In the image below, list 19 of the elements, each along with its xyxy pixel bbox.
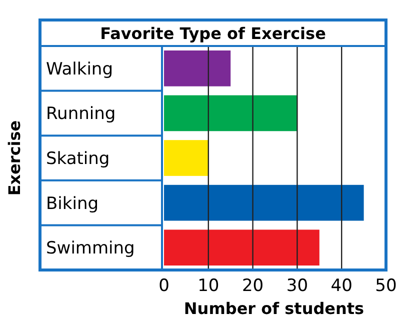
x-tick-label: 10 <box>198 276 220 296</box>
bar <box>164 50 231 86</box>
x-tick-label: 30 <box>286 276 308 296</box>
y-tick-label: Walking <box>46 59 113 80</box>
bar <box>164 140 208 176</box>
y-tick-label: Skating <box>46 149 110 169</box>
bar <box>164 95 298 132</box>
x-tick-label: 50 <box>375 276 397 296</box>
y-axis-title: Exercise <box>5 120 24 196</box>
y-tick-label: Swimming <box>46 238 135 259</box>
y-tick-label: Running <box>46 104 116 124</box>
bar <box>164 184 364 221</box>
x-axis-title: Number of students <box>184 299 364 318</box>
bar <box>164 230 320 266</box>
x-tick-label: 40 <box>330 276 352 296</box>
x-tick-label: 20 <box>242 276 264 296</box>
y-tick-label: Biking <box>46 194 99 214</box>
chart-title: Favorite Type of Exercise <box>100 24 326 43</box>
x-tick-label: 0 <box>158 276 170 296</box>
